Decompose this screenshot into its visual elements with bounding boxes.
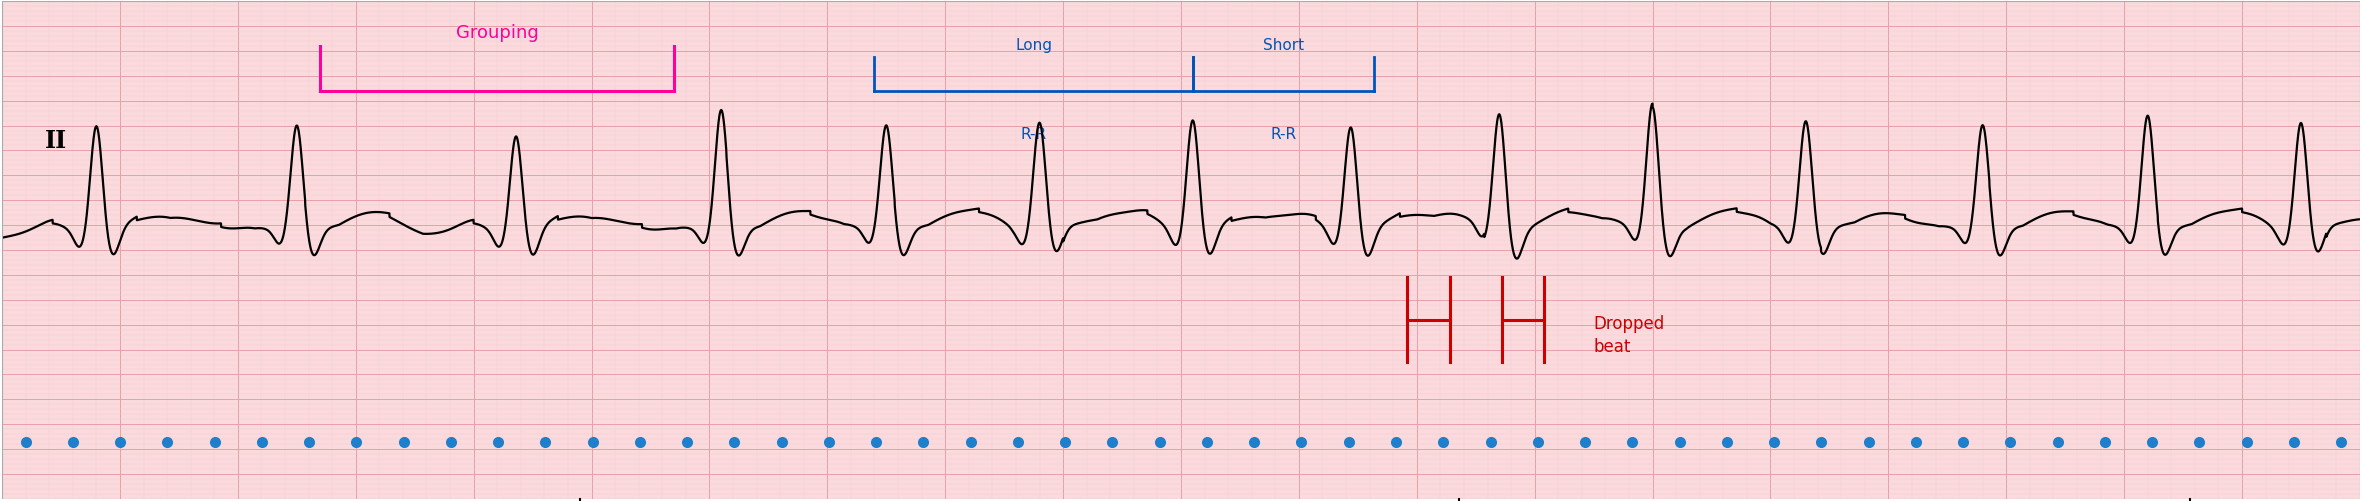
Text: Dropped
beat: Dropped beat <box>1594 314 1665 356</box>
Text: II: II <box>45 129 66 153</box>
Text: Short: Short <box>1264 38 1304 53</box>
Text: Long: Long <box>1016 38 1051 53</box>
Text: Grouping: Grouping <box>456 24 539 42</box>
Text: R-R: R-R <box>1271 126 1297 141</box>
Text: R-R: R-R <box>1020 126 1046 141</box>
